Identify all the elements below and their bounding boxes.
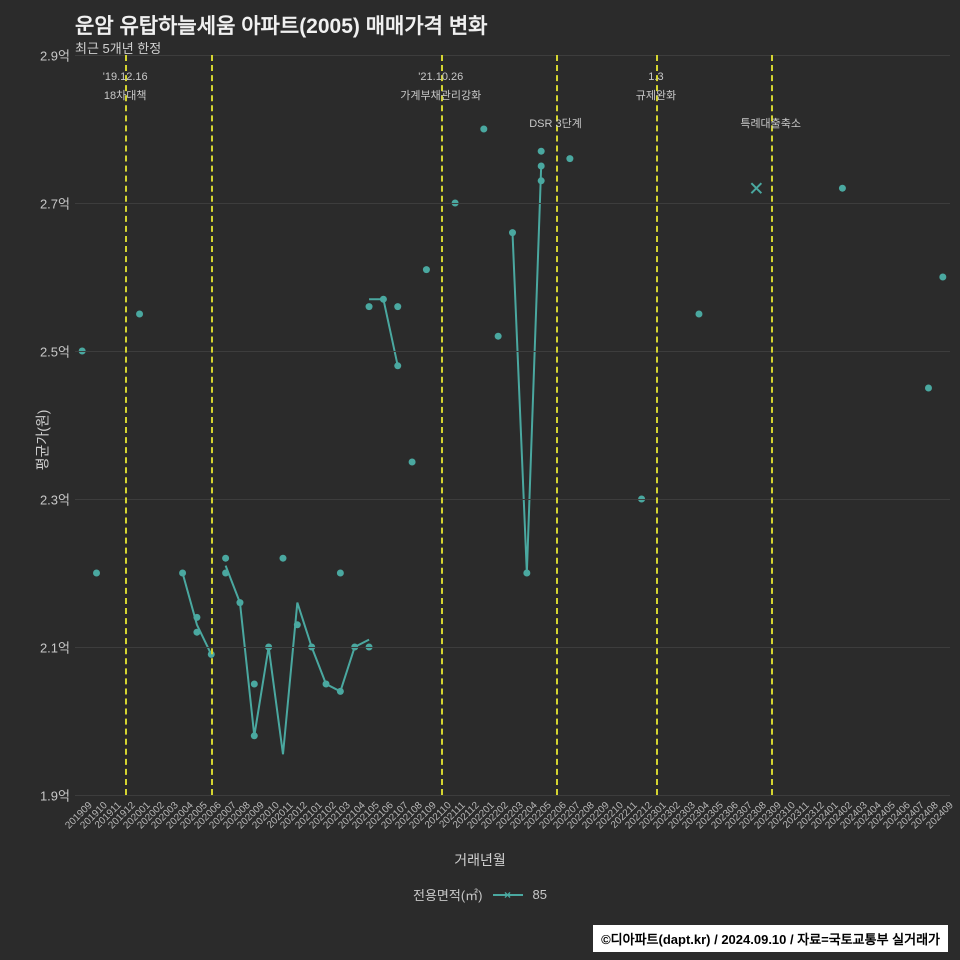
- gridline: [75, 351, 950, 352]
- vline-label: '21.10.26: [418, 71, 463, 83]
- chart-container: 운암 유탑하늘세움 아파트(2005) 매매가격 변화 최근 5개년 한정 평균…: [0, 0, 960, 960]
- vline-label: 18차대책: [104, 87, 147, 103]
- data-point: [193, 614, 200, 621]
- gridline: [75, 203, 950, 204]
- series-line: [513, 166, 542, 573]
- data-point: [222, 555, 229, 562]
- vline-label: DSR 3단계: [529, 115, 582, 131]
- footer-credit: ©디아파트(dapt.kr) / 2024.09.10 / 자료=국토교통부 실…: [593, 925, 948, 952]
- policy-vline: [656, 55, 658, 795]
- data-point: [136, 311, 143, 318]
- data-point: [566, 155, 573, 162]
- data-point: [538, 148, 545, 155]
- data-point: [337, 570, 344, 577]
- data-point: [409, 459, 416, 466]
- data-point: [251, 732, 258, 739]
- series-line: [369, 299, 398, 366]
- gridline: [75, 647, 950, 648]
- chart-title: 운암 유탑하늘세움 아파트(2005) 매매가격 변화: [75, 10, 487, 40]
- data-point: [394, 362, 401, 369]
- data-point-x: [751, 183, 761, 193]
- gridline: [75, 499, 950, 500]
- data-point: [294, 621, 301, 628]
- data-point: [366, 303, 373, 310]
- data-point: [394, 303, 401, 310]
- y-tick-label: 2.7억: [40, 194, 70, 213]
- gridline: [75, 55, 950, 56]
- data-point: [480, 126, 487, 133]
- data-point: [251, 681, 258, 688]
- plot-area: [75, 55, 950, 795]
- policy-vline: [556, 55, 558, 795]
- series-line: [183, 573, 212, 654]
- legend-value: 85: [533, 887, 547, 902]
- data-point: [509, 229, 516, 236]
- vline-label: 특례대출축소: [740, 115, 801, 131]
- data-point: [93, 570, 100, 577]
- y-tick-label: 2.3억: [40, 490, 70, 509]
- data-point: [323, 681, 330, 688]
- data-point: [495, 333, 502, 340]
- policy-vline: [771, 55, 773, 795]
- data-point: [179, 570, 186, 577]
- data-point: [380, 296, 387, 303]
- vline-label: '19.12.16: [103, 71, 148, 83]
- series-line: [226, 566, 369, 755]
- legend-title: 전용면적(㎡): [413, 885, 483, 904]
- vline-label: 가계부채관리강화: [400, 87, 481, 103]
- policy-vline: [211, 55, 213, 795]
- y-tick-label: 1.9억: [40, 786, 70, 805]
- y-tick-label: 2.1억: [40, 638, 70, 657]
- policy-vline: [441, 55, 443, 795]
- gridline: [75, 795, 950, 796]
- vline-label: 1.3: [648, 71, 663, 83]
- data-point: [236, 599, 243, 606]
- data-point: [279, 555, 286, 562]
- data-point: [925, 385, 932, 392]
- legend: 전용면적(㎡) × 85: [413, 885, 547, 904]
- data-point: [538, 163, 545, 170]
- vline-label: 규제완화: [636, 87, 676, 103]
- data-point: [538, 177, 545, 184]
- data-point: [337, 688, 344, 695]
- legend-x-icon: ×: [504, 888, 511, 902]
- data-point: [222, 570, 229, 577]
- x-axis-label: 거래년월: [454, 850, 506, 870]
- legend-marker: ×: [493, 894, 523, 896]
- data-point: [523, 570, 530, 577]
- data-point: [939, 274, 946, 281]
- y-tick-label: 2.9억: [40, 46, 70, 65]
- y-axis-label: 평균가(원): [32, 410, 52, 471]
- plot-svg: [75, 55, 950, 795]
- data-point: [695, 311, 702, 318]
- data-point: [839, 185, 846, 192]
- data-point: [193, 629, 200, 636]
- data-point: [423, 266, 430, 273]
- policy-vline: [125, 55, 127, 795]
- y-tick-label: 2.5억: [40, 342, 70, 361]
